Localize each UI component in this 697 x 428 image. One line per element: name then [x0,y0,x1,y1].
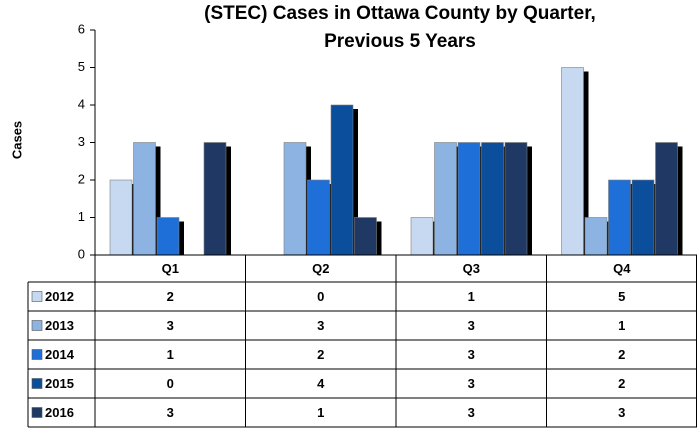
legend-label: 2013 [45,318,74,333]
legend-swatch [31,320,43,331]
y-axis-label: Cases [9,121,24,159]
table-value: 3 [618,405,625,420]
table-value: 0 [167,376,174,391]
bar [109,179,133,256]
table-value: 1 [317,405,324,420]
table-value: 2 [317,347,324,362]
bar [156,217,180,256]
x-tick-label: Q4 [613,261,631,276]
bar [561,67,584,256]
table-value: 3 [167,318,174,333]
bar [330,104,354,256]
bar [631,179,655,256]
table-value: 3 [468,347,475,362]
table-value: 2 [167,289,174,304]
table-value: 3 [468,405,475,420]
bar [354,217,377,256]
bar [584,217,608,256]
y-tick-label: 1 [78,209,85,224]
x-tick-label: Q1 [162,261,179,276]
table-value: 3 [468,318,475,333]
table-value: 3 [317,318,324,333]
bar [410,217,434,256]
legend-label: 2012 [45,289,74,304]
bar [457,142,481,256]
table-value: 2 [618,376,625,391]
legend-label: 2014 [45,347,75,362]
table-value: 1 [167,347,174,362]
legend-label: 2015 [45,376,74,391]
y-tick-label: 0 [78,246,85,261]
x-tick-label: Q2 [312,261,329,276]
bar [203,142,227,256]
bar [655,142,678,256]
bar [283,142,307,256]
table-value: 5 [618,289,625,304]
chart-title: (STEC) Cases in Ottawa County by Quarter… [204,3,596,52]
table-value: 3 [468,376,475,391]
y-tick-label: 3 [78,134,85,149]
table-value: 4 [317,376,325,391]
table-value: 1 [618,318,625,333]
table-value: 2 [618,347,625,362]
legend-swatch [31,407,43,418]
y-tick-label: 2 [78,171,85,186]
y-tick-label: 5 [78,59,85,74]
bar [504,142,528,256]
y-tick-label: 6 [78,21,85,36]
table-value: 0 [317,289,324,304]
bar [133,142,156,256]
bar [307,179,330,256]
y-tick-label: 4 [78,96,85,111]
legend-label: 2016 [45,405,74,420]
table-value: 1 [468,289,475,304]
table-value: 3 [167,405,174,420]
bar [608,179,631,256]
legend-swatch [31,378,43,389]
x-tick-label: Q3 [463,261,480,276]
bar [481,142,504,256]
legend-swatch [31,349,43,360]
legend-swatch [31,291,43,302]
bar [434,142,457,256]
